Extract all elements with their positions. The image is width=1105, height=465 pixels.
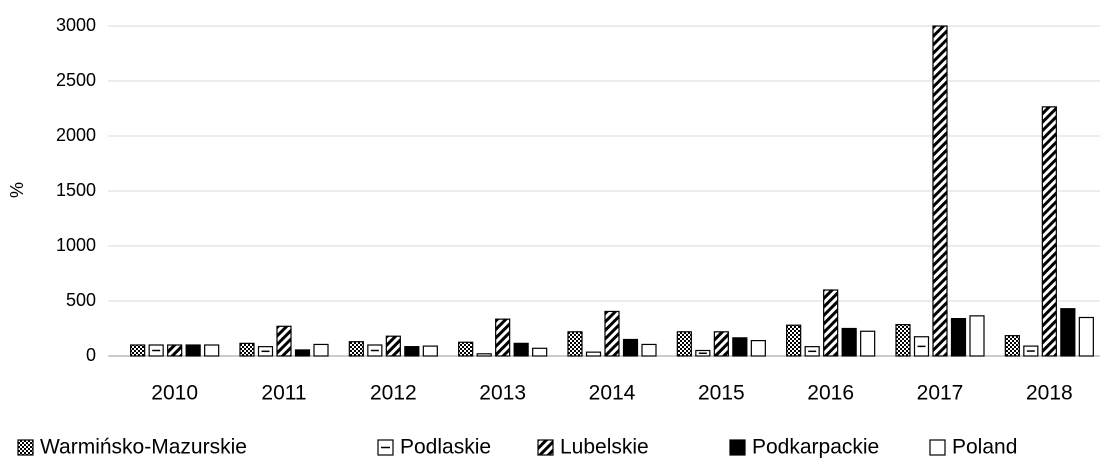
bar — [969, 315, 985, 357]
y-axis-label: % — [7, 182, 27, 198]
bar — [950, 318, 967, 357]
bar — [476, 353, 492, 357]
bar — [532, 347, 548, 357]
bar — [239, 342, 255, 357]
bar — [294, 349, 311, 357]
bar — [713, 331, 729, 357]
bar — [604, 310, 620, 357]
bar — [823, 289, 839, 357]
bar — [513, 342, 529, 357]
x-tick-label: 2017 — [917, 382, 964, 405]
bar — [204, 344, 220, 357]
x-tick-label: 2015 — [698, 382, 745, 405]
y-tick-label: 2500 — [56, 70, 96, 90]
bar — [348, 341, 364, 357]
bar — [860, 330, 876, 357]
legend-swatch — [929, 439, 946, 456]
bar — [732, 337, 748, 357]
legend-swatch — [537, 439, 554, 456]
bar — [185, 344, 201, 357]
y-tick-label: 1500 — [56, 180, 96, 200]
bar — [458, 341, 474, 357]
bar — [130, 344, 146, 357]
y-tick-label: 500 — [66, 290, 96, 310]
bar — [932, 25, 948, 357]
bar — [622, 338, 639, 357]
bar — [676, 331, 692, 357]
bar — [585, 351, 602, 357]
x-tick-label: 2012 — [370, 382, 417, 405]
legend-label: Podlaskie — [400, 436, 491, 459]
bar — [641, 343, 657, 357]
bar — [167, 344, 183, 357]
bar — [422, 345, 438, 357]
x-tick-label: 2018 — [1026, 382, 1073, 405]
legend-label: Podkarpackie — [752, 436, 879, 459]
y-tick-label: 2000 — [56, 125, 96, 145]
bar — [1004, 335, 1020, 357]
bar — [276, 325, 292, 357]
x-tick-label: 2010 — [151, 382, 198, 405]
bar — [895, 324, 911, 357]
bar — [385, 335, 401, 357]
bar — [841, 327, 857, 357]
y-tick-label: 1000 — [56, 235, 96, 255]
x-tick-label: 2014 — [589, 382, 636, 405]
bar — [1078, 316, 1094, 357]
bar — [495, 318, 511, 357]
x-tick-label: 2016 — [807, 382, 854, 405]
bar — [750, 340, 766, 357]
legend-swatch — [17, 439, 34, 456]
legend-label: Warmińsko-Mazurskie — [40, 436, 247, 459]
bar — [313, 343, 329, 357]
legend-label: Poland — [952, 436, 1017, 459]
y-tick-label: 0 — [86, 345, 96, 365]
bar — [1060, 308, 1076, 357]
bar — [404, 346, 420, 357]
legend-label: Lubelskie — [560, 436, 649, 459]
y-tick-label: 3000 — [56, 15, 96, 35]
bar — [786, 324, 802, 357]
bar — [567, 331, 583, 357]
x-tick-label: 2011 — [261, 382, 306, 405]
x-tick-label: 2013 — [479, 382, 526, 405]
bar — [1041, 106, 1057, 357]
legend-swatch — [729, 439, 746, 456]
